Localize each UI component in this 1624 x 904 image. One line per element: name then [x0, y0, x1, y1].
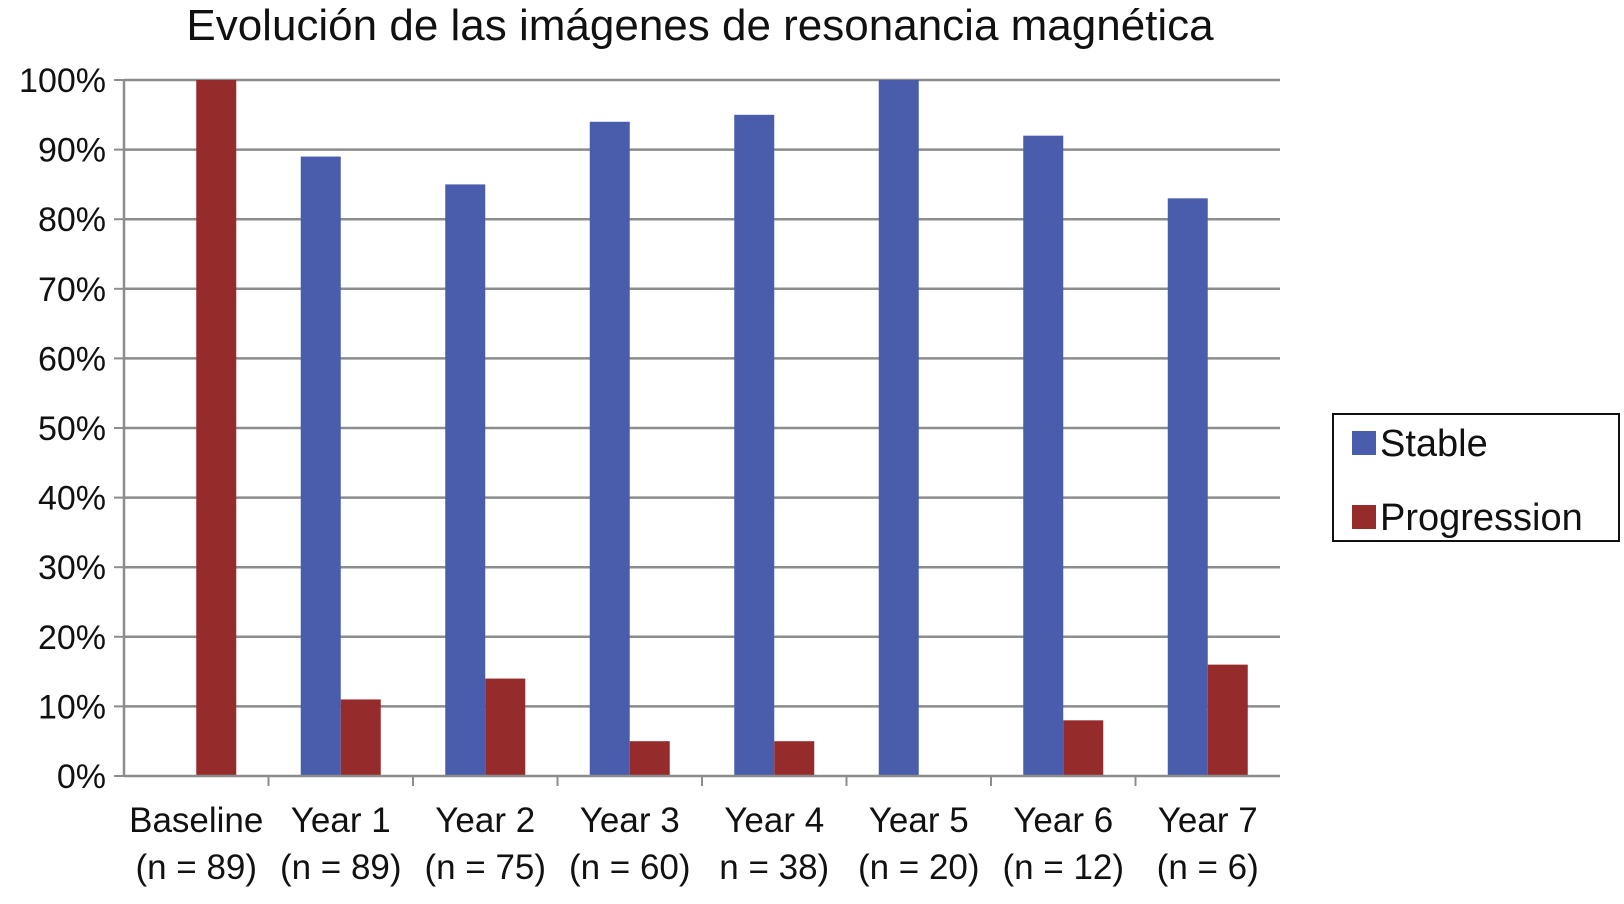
x-category-label: Year 4 — [724, 801, 824, 840]
legend-label-progression: Progression — [1380, 497, 1583, 539]
chart-title: Evolución de las imágenes de resonancia … — [186, 1, 1214, 50]
bar-stable — [589, 121, 630, 776]
y-tick-label: 70% — [38, 271, 106, 309]
bar-stable — [878, 80, 919, 776]
x-category-count: (n = 89) — [280, 848, 402, 887]
bar-stable — [445, 184, 486, 776]
bar-progression — [774, 741, 815, 776]
x-category-count: (n = 12) — [1002, 848, 1124, 887]
bar-progression — [485, 678, 526, 776]
y-tick-label: 80% — [38, 201, 106, 239]
bar-stable — [734, 114, 775, 777]
bar-stable — [300, 156, 341, 776]
bar-progression — [629, 741, 670, 776]
x-category-count: (n = 89) — [135, 848, 257, 887]
bars — [196, 80, 1248, 777]
x-category-label: Year 2 — [435, 801, 535, 840]
y-tick-label: 20% — [38, 619, 106, 657]
x-category-count: (n = 20) — [858, 848, 980, 887]
legend-swatch-progression — [1352, 505, 1376, 529]
y-tick-label: 30% — [38, 549, 106, 587]
x-category-label: Year 6 — [1013, 801, 1113, 840]
x-category-count: (n = 75) — [424, 848, 546, 887]
bar-progression — [1207, 664, 1248, 776]
y-tick-label: 100% — [19, 62, 106, 100]
bar-progression — [1063, 720, 1104, 776]
bar-progression — [340, 699, 381, 776]
x-category-count: (n = 60) — [569, 848, 691, 887]
x-category-count: (n = 6) — [1157, 848, 1259, 887]
y-tick-label: 90% — [38, 132, 106, 170]
bar-progression — [196, 80, 237, 776]
y-axis-ticks: 0% 10% 20% 30% 40% 50% 60% 70% 80% 90% 100% — [19, 62, 106, 796]
x-category-label: Year 5 — [869, 801, 969, 840]
y-tick-label: 0% — [57, 758, 106, 796]
gridlines — [124, 78, 1280, 708]
legend-label-stable: Stable — [1380, 423, 1488, 465]
y-tick-label: 50% — [38, 410, 106, 448]
x-category-label: Year 1 — [291, 801, 391, 840]
y-tick-label: 60% — [38, 340, 106, 378]
legend-box — [1332, 413, 1620, 542]
y-tick-label: 40% — [38, 480, 106, 518]
x-axis-labels: Baseline (n = 89) Year 1 (n = 89) Year 2 (n =… — [129, 801, 1259, 887]
x-category-label: Year 7 — [1158, 801, 1258, 840]
legend-swatch-stable — [1352, 431, 1376, 455]
bar-stable — [1023, 135, 1064, 776]
axes — [114, 79, 1280, 786]
bar-stable — [1167, 198, 1208, 776]
x-category-label: Baseline — [129, 801, 263, 840]
x-category-count: n = 38) — [719, 848, 829, 887]
y-tick-label: 10% — [38, 688, 106, 726]
x-category-label: Year 3 — [580, 801, 680, 840]
legend: Stable Progression — [1332, 413, 1620, 542]
